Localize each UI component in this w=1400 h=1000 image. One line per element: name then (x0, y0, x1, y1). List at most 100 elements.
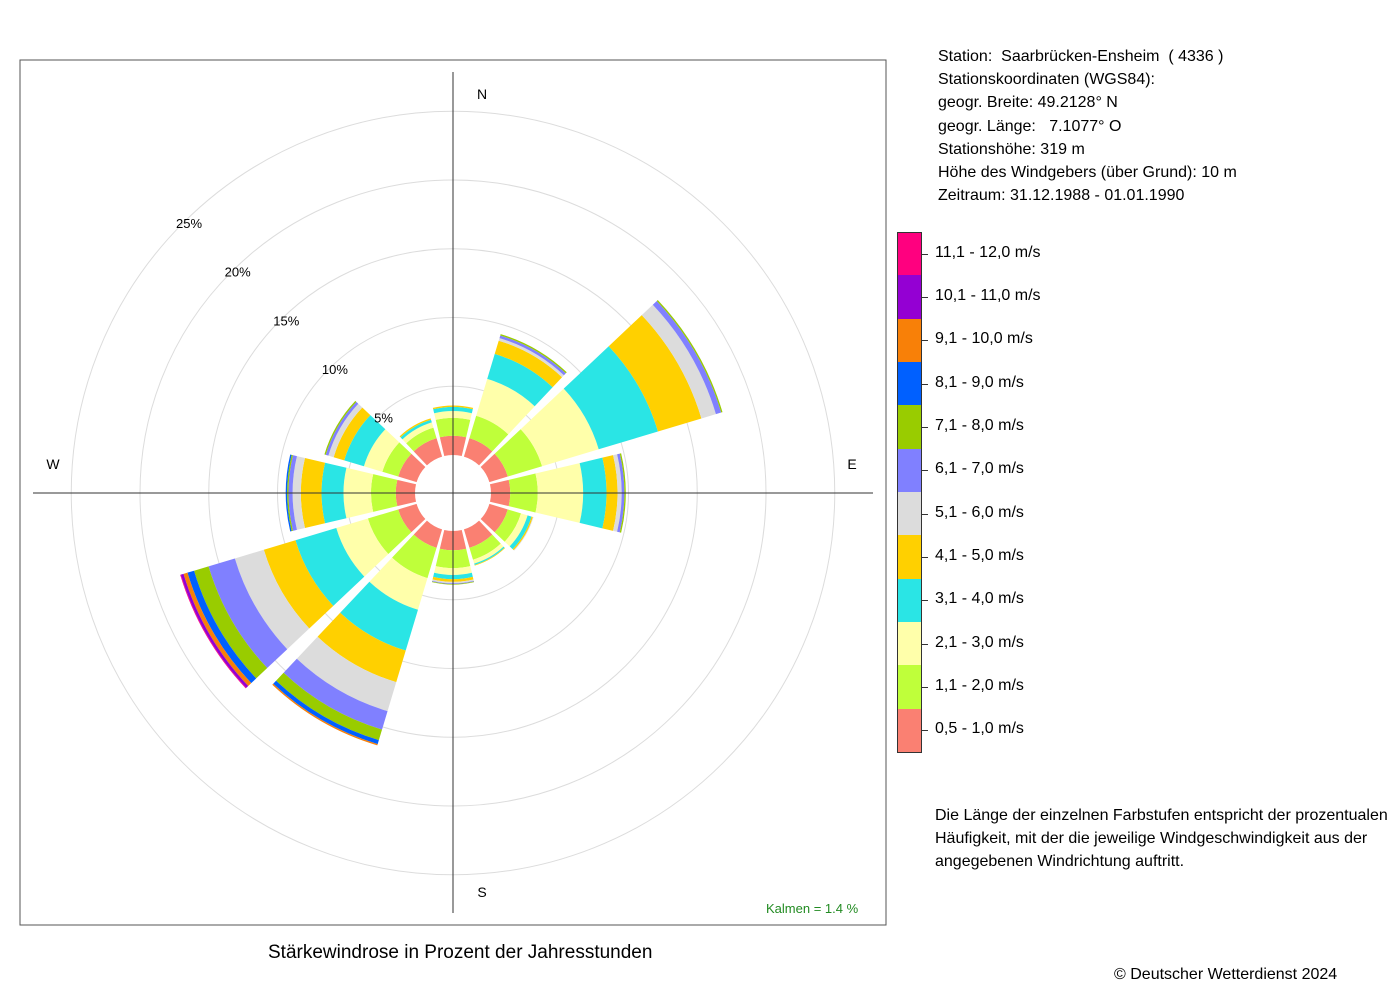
rose-segment (340, 581, 418, 651)
rose-segment (469, 534, 501, 560)
legend-label: 2,1 - 3,0 m/s (935, 633, 1024, 651)
rose-segment (617, 453, 625, 533)
rose-segment (432, 405, 474, 410)
legend-swatch (897, 318, 922, 362)
rose-segment (382, 442, 412, 477)
rose-segment (234, 549, 310, 650)
station-elevation: Stationshöhe: 319 m (938, 140, 1085, 158)
legend-tick (922, 557, 928, 558)
rose-segment (487, 353, 553, 407)
rose-segment (287, 454, 293, 532)
rose-segment (285, 454, 292, 532)
rose-segment (509, 515, 532, 550)
rose-segment (273, 680, 379, 745)
legend-tick (922, 297, 928, 298)
rose-segment (400, 419, 432, 440)
station-info: Station: Saarbrücken-Ensheim ( 4336 ) St… (938, 45, 1237, 207)
legend-swatch (897, 275, 922, 319)
legend-label: 11,1 - 12,0 m/s (935, 243, 1041, 261)
legend-tick (922, 253, 928, 255)
rose-segment (183, 572, 252, 686)
time-period: Zeitraum: 31.12.1988 - 01.01.1990 (938, 187, 1185, 205)
legend-swatch (897, 492, 922, 536)
legend-tick (922, 383, 928, 385)
legend-tick (922, 513, 928, 515)
rose-segment (608, 315, 702, 432)
ring-label: 25% (176, 216, 202, 231)
station-latitude: geogr. Breite: 49.2128° N (938, 94, 1118, 112)
rose-segment (392, 534, 437, 579)
direction-label: S (477, 884, 486, 900)
legend-label: 8,1 - 9,0 m/s (935, 373, 1024, 391)
legend-swatch (897, 362, 922, 406)
rose-segment (520, 388, 599, 467)
legend-label: 7,1 - 8,0 m/s (935, 417, 1024, 434)
ring-label: 20% (225, 265, 251, 280)
chart-caption: Stärkewindrose in Prozent der Jahresstun… (268, 942, 653, 963)
rose-segment (263, 540, 334, 629)
legend-label: 5,1 - 6,0 m/s (935, 503, 1024, 521)
rose-segment (363, 429, 400, 472)
rose-segment (398, 453, 426, 483)
direction-label: E (847, 456, 856, 472)
legend-label: 6,1 - 7,0 m/s (935, 460, 1024, 478)
legend-swatch (897, 405, 922, 449)
rose-segment (208, 558, 288, 669)
direction-label: N (477, 86, 487, 102)
rose-segment (563, 346, 658, 450)
rose-segment (641, 304, 716, 419)
rose-segment (295, 528, 365, 606)
rose-segment (413, 520, 443, 548)
legend-tick (922, 340, 928, 342)
legend-swatch (897, 232, 922, 277)
anemometer-height: Höhe des Windgebers (über Grund): 10 m (938, 164, 1237, 182)
rose-segment (431, 581, 475, 585)
rose-segment (283, 658, 388, 730)
rose-segment (333, 407, 371, 461)
calm-label: Kalmen = 1.4 % (766, 901, 859, 916)
legend-label: 1,1 - 2,0 m/s (935, 677, 1024, 694)
ring-label: 15% (273, 313, 299, 328)
legend-tick (922, 470, 928, 472)
rose-segment (369, 557, 428, 610)
rose-segment (406, 427, 437, 452)
rose-segment (498, 338, 564, 378)
legend-swatch (897, 665, 922, 709)
plot-frame (19, 59, 887, 926)
rose-segment (480, 453, 508, 483)
rose-segment (499, 335, 566, 376)
rose-segment (325, 401, 359, 456)
legend-tick (922, 730, 928, 732)
rose-segment (367, 509, 412, 554)
legend-label: 4,1 - 5,0 m/s (935, 547, 1024, 564)
ring-label: 10% (322, 362, 348, 377)
rose-segment (413, 438, 443, 466)
rose-segment (480, 503, 508, 533)
legend-label: 0,5 - 1,0 m/s (935, 720, 1024, 738)
legend-label: 10,1 - 11,0 m/s (935, 287, 1041, 304)
ring-label: 5% (374, 411, 393, 426)
rose-segment (504, 513, 528, 547)
rose-segment (474, 546, 505, 565)
rose-segment (276, 672, 383, 741)
rose-segment (476, 378, 535, 435)
legend-swatch (897, 622, 922, 666)
legend-swatch (897, 578, 922, 622)
rose-segment (402, 422, 434, 444)
rose-segment (328, 403, 363, 458)
rose-segment (473, 543, 504, 564)
direction-label: W (46, 456, 60, 472)
rose-segment (317, 612, 406, 683)
station-coordinates-heading: Stationskoordinaten (WGS84): (938, 71, 1155, 89)
legend-swatch (897, 448, 922, 492)
rose-segment (463, 438, 493, 466)
rose-segment (344, 415, 386, 467)
legend-label: 9,1 - 10,0 m/s (935, 330, 1033, 348)
legend-label: 3,1 - 4,0 m/s (935, 590, 1024, 608)
rose-segment (432, 579, 474, 584)
rose-segment (288, 455, 297, 531)
legend-swatch (897, 535, 922, 579)
rose-segment (399, 418, 432, 438)
legend-tick (922, 600, 928, 602)
